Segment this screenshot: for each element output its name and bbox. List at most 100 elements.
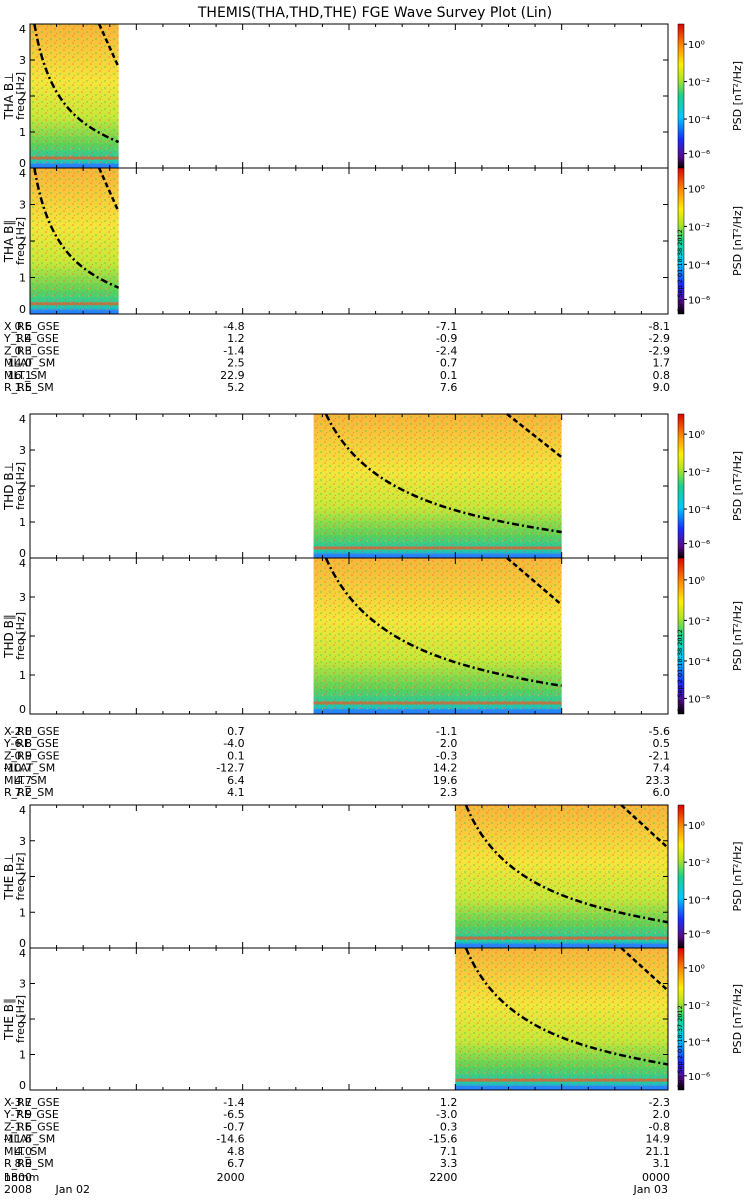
y-tick-label: 1 — [19, 272, 26, 285]
harmonic-curve — [620, 804, 669, 849]
y-tick-label: 0 — [19, 1079, 26, 1092]
y-tick-label: 2 — [19, 480, 26, 493]
ephemeris-label: Z_RE_GSE — [4, 1120, 60, 1133]
ephemeris-value: 4.0 — [15, 1145, 33, 1158]
gyrofrequency-curve — [464, 947, 669, 1066]
colorbar-tick-label: 10⁻² — [688, 222, 710, 233]
ephemeris-label: Y_RE_GSE — [3, 1108, 59, 1121]
ephemeris-value: 19.6 — [433, 774, 458, 787]
y-tick-label: 1 — [19, 669, 26, 682]
ephemeris-value: 0.1 — [227, 749, 245, 762]
narrowband-emission — [30, 302, 119, 306]
y-tick-label: 4 — [19, 557, 26, 570]
colorbar — [677, 947, 685, 1091]
ephemeris-value: -2.9 — [649, 344, 670, 357]
spectrogram-noise — [30, 168, 119, 314]
y-tick-label: 3 — [19, 444, 26, 457]
y-tick-label: 0 — [19, 937, 26, 950]
timestamp-stamp: Sun Sep 2 01:18:37 2012 — [676, 1005, 684, 1088]
timestamp-stamp: Sun Sep 2 01:18:38 2012 — [676, 629, 684, 712]
ephemeris-label: R_RE_SM — [4, 381, 54, 394]
ephemeris-value: 14.2 — [433, 762, 458, 775]
ephemeris-value: 7.2 — [15, 786, 33, 799]
ephemeris-value: 5.2 — [227, 381, 245, 394]
y-tick-label: 1 — [19, 1049, 26, 1062]
y-tick-label: 4 — [19, 167, 26, 180]
ephemeris-value: 16.1 — [8, 369, 33, 382]
colorbar-label: PSD [nT²/Hz] — [731, 451, 744, 521]
ephemeris-value: 2.5 — [227, 357, 245, 370]
colorbar-tick-label: 10⁻⁶ — [688, 540, 710, 551]
y-tick-label: 0 — [19, 703, 26, 716]
colorbar — [677, 23, 685, 169]
ephemeris-value: 1.7 — [653, 357, 671, 370]
ephemeris-value: 2.0 — [440, 737, 458, 750]
spectrogram-noise — [30, 24, 119, 168]
colorbar-tick-label: 10⁻⁶ — [688, 694, 710, 705]
panel-frame — [29, 23, 669, 169]
ephemeris-label: X_RE_GSE — [4, 320, 60, 333]
low-freq-band — [313, 709, 562, 714]
colorbar-tick-label: 10⁰ — [688, 40, 705, 51]
y-tick-label: 1 — [19, 516, 26, 529]
y-tick-label: 4 — [19, 804, 26, 817]
colorbar-tick-label: 10⁰ — [688, 576, 705, 587]
ephemeris-value: -0.3 — [436, 749, 457, 762]
ephemeris-value: 2.3 — [440, 786, 458, 799]
panel-label: THD B⊥ — [2, 462, 16, 511]
spectrogram-noise — [455, 948, 668, 1090]
ephemeris-value: -3.7 — [11, 1096, 32, 1109]
y-tick-label: 2 — [19, 90, 26, 103]
gyrofrequency-curve — [324, 413, 562, 534]
low-freq-band — [313, 553, 562, 558]
ephemeris-label: Z_RE_GSE — [4, 344, 60, 357]
colorbar — [677, 413, 685, 559]
ephemeris-label: MLT_SM — [4, 1145, 47, 1158]
colorbar-label: PSD [nT²/Hz] — [731, 206, 744, 276]
spectrogram-noise — [313, 558, 562, 714]
y-tick-label: 0 — [19, 547, 26, 560]
ephemeris-value: -15.6 — [429, 1133, 457, 1146]
gyrofrequency-curve — [324, 557, 562, 688]
gyrofrequency-curve — [33, 23, 120, 144]
panel-the-bpar: 0 1 2 3 4 THE B∥freq [Hz] 10⁰ 10⁻² 10⁻⁴ 10⁻⁶ PSD [… — [2, 947, 744, 1092]
gyrofrequency-curve — [464, 804, 669, 924]
ephemeris-value: -11.6 — [4, 1133, 32, 1146]
panel-label: THA B⊥ — [2, 72, 16, 120]
ephemeris-label: Z_RE_GSE — [4, 749, 60, 762]
ephemeris-value: -4.0 — [223, 737, 244, 750]
ephemeris-label: MLT_SM — [4, 774, 47, 787]
colorbar-tick-label: 10⁻⁴ — [688, 260, 710, 271]
narrowband-emission — [455, 1078, 668, 1082]
colorbar-tick-label: 10⁻² — [688, 616, 710, 627]
y-tick-label: 4 — [19, 413, 26, 426]
ephemeris-value: 0.5 — [653, 737, 671, 750]
colorbar-tick-label: 10⁻² — [688, 468, 710, 479]
colorbar-tick-label: 10⁻⁶ — [688, 295, 710, 306]
colorbar-tick-label: 10⁻⁴ — [688, 895, 710, 906]
ephemeris-value: 3.3 — [440, 1157, 458, 1170]
colorbar-tick-label: 10⁰ — [688, 821, 705, 832]
x-tick-label: 0000 — [642, 1171, 670, 1184]
ephemeris-value: -0.7 — [223, 1120, 244, 1133]
ephemeris-value: -8.1 — [649, 320, 670, 333]
ephemeris-label: MLAT_SM — [4, 357, 55, 370]
colorbar-label: PSD [nT²/Hz] — [731, 601, 744, 671]
colorbar-tick-label: 10⁻⁴ — [688, 657, 710, 668]
ephemeris-value: 14.9 — [646, 1133, 671, 1146]
panel-thd-bpar: 0 1 2 3 4 THD B∥freq [Hz] 10⁰ 10⁻² 10⁻⁴ 10⁻⁶ PSD [… — [2, 557, 744, 716]
colorbar-tick-label: 10⁰ — [688, 184, 705, 195]
y-tick-label: 2 — [19, 1013, 26, 1026]
ephemeris-value: 0.3 — [440, 1120, 458, 1133]
harmonic-curve — [506, 557, 563, 606]
ephemeris-value: -1.4 — [223, 344, 244, 357]
narrowband-emission — [30, 156, 119, 160]
colorbar-tick-label: 10⁻⁴ — [688, 115, 710, 126]
x-axis-label: hhmm — [4, 1171, 39, 1184]
y-axis-label: freq [Hz] — [14, 72, 27, 120]
ephemeris-value: 0.8 — [653, 369, 671, 382]
ephemeris-label: Y_RE_GSE — [3, 332, 59, 345]
y-tick-label: 1 — [19, 126, 26, 139]
low-freq-band — [30, 309, 119, 314]
